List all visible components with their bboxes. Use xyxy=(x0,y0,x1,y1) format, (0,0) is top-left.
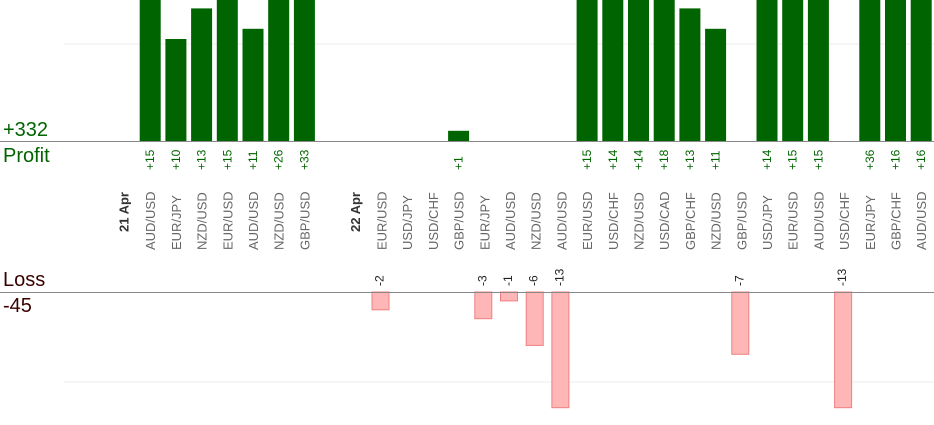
loss-bar xyxy=(500,291,518,302)
pair-label: AUD/USD xyxy=(143,191,158,250)
profit-value-label: +11 xyxy=(709,150,723,170)
pair-label: AUD/USD xyxy=(503,191,518,250)
loss-value-label: -3 xyxy=(475,275,489,286)
pair-label: EUR/USD xyxy=(580,191,595,250)
profit-value-label: +10 xyxy=(169,149,183,170)
profit-value-label: +11 xyxy=(246,150,260,170)
loss-value-label: -6 xyxy=(527,275,541,286)
profit-value-label: +13 xyxy=(683,149,697,170)
profit-bar xyxy=(859,0,881,141)
profit-value-label: +15 xyxy=(786,149,800,170)
profit-value-label: +14 xyxy=(760,149,774,170)
profit-value-label: +14 xyxy=(606,149,620,170)
loss-bar xyxy=(551,291,570,409)
pair-label: EUR/USD xyxy=(786,191,801,250)
pair-label: EUR/USD xyxy=(375,191,390,250)
profit-value-label: +1 xyxy=(452,156,466,170)
profit-label: Profit xyxy=(3,145,50,167)
profit-value-label: +16 xyxy=(889,149,903,170)
profit-value-label: +18 xyxy=(657,149,671,170)
loss-label: Loss xyxy=(3,269,46,291)
pair-label: USD/JPY xyxy=(760,195,775,250)
pair-label: AUD/USD xyxy=(811,191,826,250)
profit-value-label: +15 xyxy=(143,149,157,170)
profit-value-label: +13 xyxy=(195,149,209,170)
profit-bar xyxy=(756,0,778,141)
pair-label: USD/CHF xyxy=(606,192,621,250)
profit-bar xyxy=(165,39,187,141)
pair-label: GBP/USD xyxy=(297,191,312,250)
pair-label: AUD/USD xyxy=(246,191,261,250)
profit-bar xyxy=(268,0,290,141)
profit-value-label: +33 xyxy=(297,149,311,170)
pair-label: NZD/USD xyxy=(272,192,287,250)
profit-bar xyxy=(628,0,649,141)
pair-label: GBP/USD xyxy=(452,191,467,250)
profit-bar xyxy=(602,0,624,141)
loss-value-label: -13 xyxy=(835,268,849,286)
pair-label: GBP/CHF xyxy=(889,192,904,250)
pair-label: EUR/USD xyxy=(220,191,235,250)
profit-bar xyxy=(885,0,906,141)
profit-bar xyxy=(679,8,701,142)
pair-label: USD/CHF xyxy=(426,192,441,250)
profit-bar xyxy=(653,0,675,141)
profit-value-label: +15 xyxy=(580,149,594,170)
pair-label: NZD/USD xyxy=(529,192,544,250)
profit-bar xyxy=(242,28,264,141)
pair-label: EUR/JPY xyxy=(477,195,492,250)
profit-bar xyxy=(910,0,932,141)
pair-label: NZD/USD xyxy=(195,192,210,250)
profit-bar xyxy=(216,0,238,141)
profit-value-label: +36 xyxy=(863,149,877,170)
loss-bar xyxy=(731,291,750,355)
date-label: 22 Apr xyxy=(348,192,363,232)
profit-value-label: +15 xyxy=(811,149,825,170)
loss-value-label: -2 xyxy=(373,275,387,286)
pair-label: NZD/USD xyxy=(632,192,647,250)
pair-label: GBP/USD xyxy=(734,191,749,250)
profit-bar xyxy=(448,130,470,141)
pair-label: AUD/USD xyxy=(914,191,929,250)
profit-bar xyxy=(576,0,598,141)
loss-bar xyxy=(474,291,493,320)
profit-value-label: +14 xyxy=(632,149,646,170)
profit-value-label: +15 xyxy=(220,149,234,170)
profit-bar xyxy=(807,0,829,141)
loss-bar xyxy=(525,291,544,346)
pair-label: EUR/JPY xyxy=(169,195,184,250)
profit-bar xyxy=(782,0,804,141)
pair-label: GBP/CHF xyxy=(683,192,698,250)
loss-value-label: -1 xyxy=(501,275,515,286)
pair-label: EUR/JPY xyxy=(863,195,878,250)
profit-value-label: +16 xyxy=(914,149,928,170)
loss-total: -45 xyxy=(3,295,32,317)
profit-bar xyxy=(705,28,727,141)
loss-value-label: -7 xyxy=(732,275,746,286)
loss-value-label: -13 xyxy=(552,268,566,286)
profit-total: +332 xyxy=(3,119,49,141)
loss-bar xyxy=(371,291,390,311)
pair-label: NZD/USD xyxy=(709,192,724,250)
profit-bar xyxy=(191,8,213,142)
profit-bar xyxy=(293,0,315,141)
date-label: 21 Apr xyxy=(117,192,132,232)
profit-bar xyxy=(139,0,161,141)
loss-bar xyxy=(834,291,853,409)
pair-label: USD/CHF xyxy=(837,192,852,250)
pair-label: USD/JPY xyxy=(400,195,415,250)
profit-value-label: +26 xyxy=(272,149,286,170)
pair-label: AUD/USD xyxy=(554,191,569,250)
pair-label: USD/CAD xyxy=(657,191,672,250)
